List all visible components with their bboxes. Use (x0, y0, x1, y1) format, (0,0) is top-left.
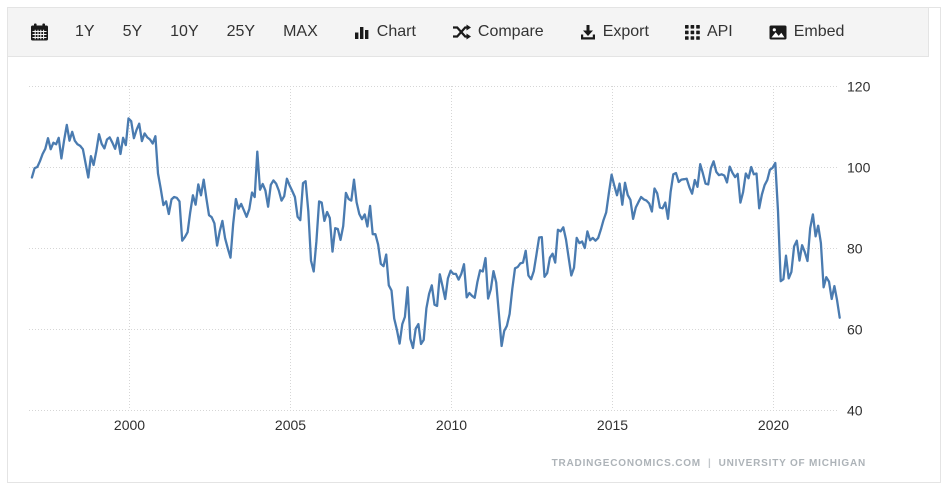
y-axis-label: 80 (847, 241, 863, 257)
chart-type-button[interactable]: Chart (340, 8, 430, 56)
embed-button[interactable]: Embed (755, 8, 859, 56)
compare-button[interactable]: Compare (438, 8, 558, 56)
action-label: API (706, 23, 733, 40)
attribution-source: TRADINGECONOMICS.COM (551, 458, 701, 469)
action-label: Embed (793, 23, 845, 40)
consumer-sentiment-line-chart[interactable]: 40 60 80 100 120 2000 2005 2010 2015 2020 (8, 57, 940, 482)
y-axis-label: 40 (847, 403, 863, 419)
chart-panel[interactable]: 40 60 80 100 120 2000 2005 2010 2015 2020 TRADING… (8, 57, 940, 482)
range-button-5y[interactable]: 5Y (109, 8, 157, 56)
export-button[interactable]: Export (566, 8, 663, 56)
calendar-icon (30, 23, 49, 41)
range-button-1y[interactable]: 1Y (61, 8, 109, 56)
range-label: 5Y (122, 23, 143, 40)
x-axis-label: 2010 (436, 417, 467, 433)
range-label: 10Y (170, 23, 199, 40)
x-axis-label: 2015 (597, 417, 628, 433)
range-label: 1Y (75, 23, 95, 40)
calendar-button[interactable] (18, 8, 61, 56)
chart-attribution: TRADINGECONOMICS.COM | UNIVERSITY OF MICHI… (552, 458, 866, 469)
chart-toolbar: 1Y 5Y 10Y 25Y MAX Chart (8, 8, 929, 57)
grid-icon (684, 24, 700, 40)
range-label: MAX (283, 23, 318, 40)
image-icon (769, 25, 787, 40)
y-axis-label: 60 (847, 322, 863, 338)
bar-chart-icon (354, 24, 370, 40)
y-axis-label: 120 (847, 79, 871, 95)
economic-chart-widget: 1Y 5Y 10Y 25Y MAX Chart (7, 7, 941, 483)
attribution-divider: | (707, 458, 712, 469)
action-label: Compare (477, 23, 544, 40)
api-button[interactable]: API (671, 8, 747, 56)
range-button-25y[interactable]: 25Y (213, 8, 269, 56)
range-label: 25Y (226, 23, 256, 40)
x-axis-label: 2020 (758, 417, 789, 433)
action-label: Export (602, 23, 649, 40)
shuffle-icon (452, 24, 471, 40)
x-axis-label: 2005 (275, 417, 306, 433)
sentiment-series-line (30, 117, 841, 350)
y-axis-label: 100 (847, 160, 871, 176)
download-icon (580, 24, 596, 40)
x-axis-label: 2000 (114, 417, 145, 433)
action-label: Chart (376, 23, 416, 40)
range-button-10y[interactable]: 10Y (156, 8, 212, 56)
range-button-max[interactable]: MAX (269, 8, 332, 56)
attribution-provider: UNIVERSITY OF MICHIGAN (718, 458, 866, 469)
